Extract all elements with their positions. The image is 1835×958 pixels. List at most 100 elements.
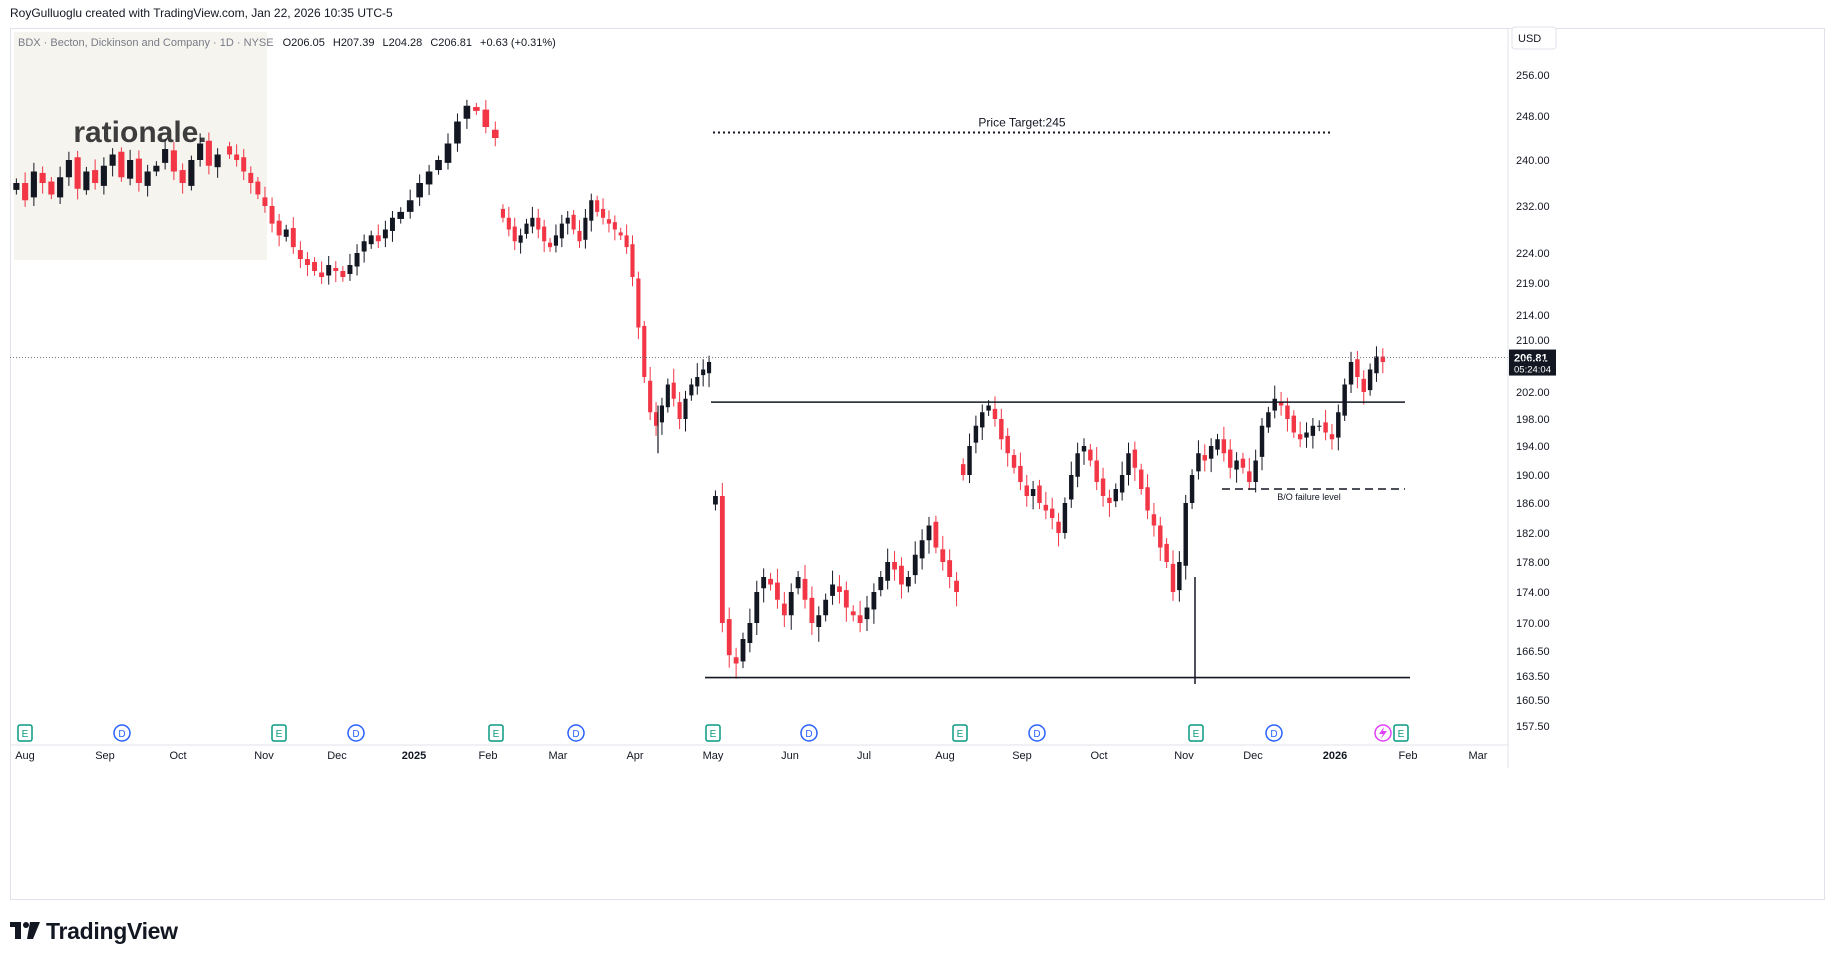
candle-body xyxy=(589,200,594,221)
candle-body xyxy=(312,262,318,271)
candle-body xyxy=(144,171,151,186)
candle-body xyxy=(1069,475,1074,500)
earnings-event-icon[interactable]: E xyxy=(705,724,721,742)
candle-body xyxy=(1164,543,1169,562)
price-tick-label: 210.00 xyxy=(1516,335,1550,347)
candle-body xyxy=(595,200,600,212)
candle-body xyxy=(1323,422,1328,433)
candle-body xyxy=(1189,475,1195,503)
earnings-event-icon[interactable]: E xyxy=(1188,724,1204,742)
candle-body xyxy=(885,562,891,581)
candle-body xyxy=(375,235,381,242)
candle-body xyxy=(726,619,732,656)
candle-body xyxy=(92,170,99,183)
currency-box[interactable] xyxy=(1511,26,1557,50)
last-price-tag xyxy=(1509,349,1556,376)
svg-text:BDX · Becton, Dickinson and Co: BDX · Becton, Dickinson and Company · 1D… xyxy=(18,37,556,49)
dividend-event-icon[interactable]: D xyxy=(347,724,365,742)
candle-body xyxy=(973,425,979,443)
candle-body xyxy=(659,405,665,423)
candle-body xyxy=(1196,453,1201,472)
time-tick-label: Oct xyxy=(169,750,186,762)
earnings-event-icon[interactable]: E xyxy=(488,724,504,742)
candle-body xyxy=(600,208,606,218)
price-tick-label: 190.00 xyxy=(1516,470,1550,482)
candle-body xyxy=(795,577,801,589)
candle-body xyxy=(1107,497,1112,503)
price-tick-label: 174.00 xyxy=(1516,587,1550,599)
price-tick-label: 186.00 xyxy=(1516,498,1550,510)
candle-body xyxy=(547,242,553,248)
candle-body xyxy=(1138,469,1144,489)
earnings-event-icon[interactable]: E xyxy=(1393,724,1409,742)
candle-body xyxy=(22,183,29,201)
candle-body xyxy=(1126,453,1131,475)
candle-body xyxy=(553,235,559,246)
legend-change: +0.63 (+0.31%) xyxy=(480,37,556,49)
candle-body xyxy=(1342,384,1347,416)
price-tick-label: 160.50 xyxy=(1516,695,1550,707)
candle-body xyxy=(980,412,985,428)
candle-body xyxy=(74,157,81,189)
candle-body xyxy=(1119,475,1125,493)
candle-body xyxy=(719,496,725,623)
upcoming-event-icon[interactable] xyxy=(1374,724,1392,742)
svg-text:E: E xyxy=(1398,729,1405,740)
candle-body xyxy=(227,146,233,155)
candle-body xyxy=(406,200,414,212)
candle-body xyxy=(153,165,160,172)
candle-body xyxy=(899,565,904,585)
price-tick-label: 182.00 xyxy=(1516,528,1550,540)
candle-body xyxy=(864,607,870,620)
candle-body xyxy=(1278,402,1284,406)
earnings-event-icon[interactable]: E xyxy=(952,724,968,742)
candle-body xyxy=(1380,356,1386,362)
price-axis[interactable]: USD 256.00 248.00 240.00 232.00 224.00 219.00 2… xyxy=(1507,26,1557,768)
candle-body xyxy=(1291,415,1297,433)
candle-body xyxy=(1208,446,1214,459)
svg-text:E: E xyxy=(1193,729,1200,740)
time-axis[interactable]: Aug Sep Oct Nov Dec 2025 Feb Mar Apr May Jun Jul Aug… xyxy=(10,744,1508,762)
candle-body xyxy=(1329,434,1335,440)
candle-body xyxy=(992,408,998,419)
time-tick-label: 2025 xyxy=(402,750,426,762)
candle-body xyxy=(518,235,523,243)
candle-body xyxy=(565,217,570,224)
dividend-event-icon[interactable]: D xyxy=(800,724,818,742)
candle-body xyxy=(454,121,461,144)
dividend-event-icon[interactable]: D xyxy=(1028,724,1046,742)
price-tick-label: 219.00 xyxy=(1516,278,1550,290)
candle-body xyxy=(933,521,939,548)
candle-body xyxy=(83,171,90,191)
earnings-event-icon[interactable]: E xyxy=(17,724,33,742)
dividend-event-icon[interactable]: D xyxy=(113,724,131,742)
candle-body xyxy=(319,272,325,277)
candle-body xyxy=(416,183,423,198)
dividend-event-icon[interactable]: D xyxy=(567,724,585,742)
candle-body xyxy=(512,226,517,242)
candle-body xyxy=(1005,435,1010,454)
candle-body xyxy=(241,157,247,172)
dividend-event-icon[interactable]: D xyxy=(1265,724,1283,742)
candle-body xyxy=(179,170,186,183)
candle-body xyxy=(612,222,617,230)
price-tick-label: 178.00 xyxy=(1516,557,1550,569)
candle-body xyxy=(740,639,746,662)
price-tick-label: 240.00 xyxy=(1516,155,1550,167)
candle-body xyxy=(986,405,991,411)
earnings-event-icon[interactable]: E xyxy=(271,724,287,742)
time-tick-label: 2026 xyxy=(1323,750,1347,762)
candle-body xyxy=(1227,449,1233,468)
time-tick-label: Mar xyxy=(549,750,568,762)
svg-text:D: D xyxy=(1270,729,1277,740)
candle-body xyxy=(354,253,360,267)
candle-body xyxy=(205,140,212,166)
candle-body xyxy=(491,129,499,138)
candle-body xyxy=(871,592,877,610)
chart-frame[interactable] xyxy=(10,28,1825,900)
candle-body xyxy=(13,183,20,190)
candle-body xyxy=(671,382,676,399)
header-credit: RoyGulluoglu created with TradingView.co… xyxy=(0,0,1835,26)
candle-body xyxy=(1272,398,1277,411)
